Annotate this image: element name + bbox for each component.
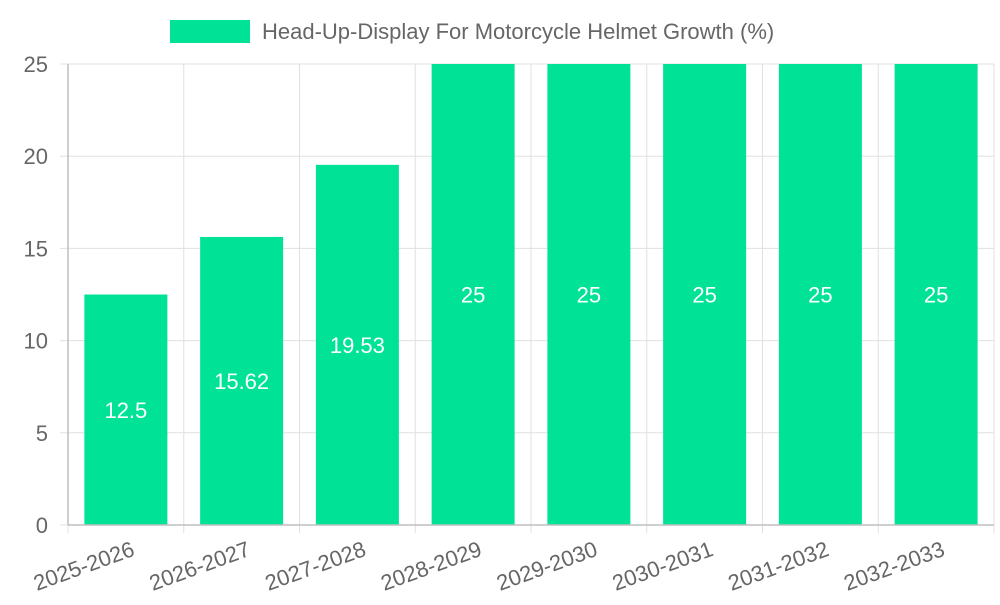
y-tick-label: 5 — [36, 421, 48, 446]
x-tick-label: 2026-2027 — [146, 536, 253, 595]
bar-data-label: 25 — [808, 283, 832, 308]
legend[interactable]: Head-Up-Display For Motorcycle Helmet Gr… — [170, 19, 774, 44]
bar[interactable] — [431, 64, 515, 525]
bar[interactable] — [663, 64, 747, 525]
x-tick-label: 2031-2032 — [725, 536, 832, 595]
bar-data-label: 19.53 — [330, 333, 385, 358]
legend-label[interactable]: Head-Up-Display For Motorcycle Helmet Gr… — [262, 19, 774, 44]
bar-data-label: 25 — [924, 283, 948, 308]
y-tick-label: 25 — [24, 52, 48, 77]
x-tick-label: 2028-2029 — [377, 536, 484, 595]
bar-data-label: 25 — [577, 283, 601, 308]
bar[interactable] — [84, 294, 168, 526]
bar-data-label: 25 — [461, 283, 485, 308]
data-labels: 12.5 15.62 19.53 25 25 25 25 25 — [104, 283, 948, 423]
bars — [84, 64, 978, 526]
x-tick-label: 2029-2030 — [493, 536, 600, 595]
x-tick-label: 2030-2031 — [609, 536, 716, 595]
x-tick-label: 2025-2026 — [30, 536, 137, 595]
y-tick-label: 15 — [24, 236, 48, 261]
bar[interactable] — [200, 236, 284, 525]
bar[interactable] — [547, 64, 631, 525]
x-axis: 2025-2026 2026-2027 2027-2028 2028-2029 2029… — [30, 524, 994, 596]
bar-data-label: 25 — [692, 283, 716, 308]
x-tick-label: 2027-2028 — [262, 536, 369, 595]
x-tick-label: 2032-2033 — [840, 536, 947, 595]
bar-data-label: 12.5 — [104, 398, 147, 423]
y-tick-label: 20 — [24, 144, 48, 169]
bar[interactable] — [894, 64, 978, 525]
bar[interactable] — [315, 164, 399, 525]
bar-data-label: 15.62 — [214, 369, 269, 394]
y-tick-label: 0 — [36, 513, 48, 538]
bar[interactable] — [778, 64, 862, 525]
legend-swatch[interactable] — [170, 20, 250, 43]
y-tick-label: 10 — [24, 329, 48, 354]
y-axis: 0 5 10 15 20 25 — [24, 52, 69, 538]
